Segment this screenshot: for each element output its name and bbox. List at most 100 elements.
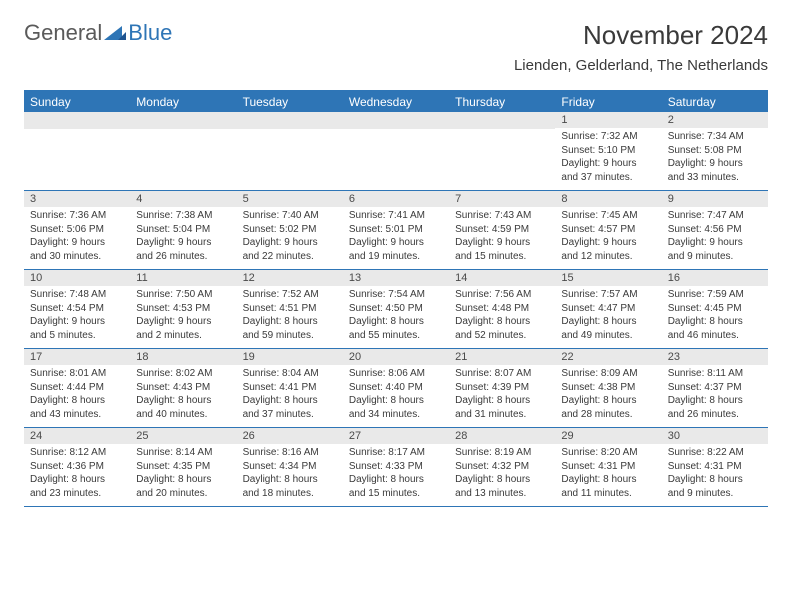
day-header-sat: Saturday [662,92,768,112]
day-sr: Sunrise: 7:57 AM [561,288,655,302]
day-number: 22 [555,349,661,365]
day-content: Sunrise: 8:19 AMSunset: 4:32 PMDaylight:… [449,444,555,502]
month-title: November 2024 [514,20,768,51]
day-content: Sunrise: 7:36 AMSunset: 5:06 PMDaylight:… [24,207,130,265]
day-dl: Daylight: 9 hours and 26 minutes. [136,236,230,263]
day-ss: Sunset: 4:47 PM [561,302,655,316]
title-block: November 2024 Lienden, Gelderland, The N… [514,20,768,74]
day-cell: 4Sunrise: 7:38 AMSunset: 5:04 PMDaylight… [130,191,236,269]
header: General Blue November 2024 Lienden, Geld… [0,0,792,82]
day-ss: Sunset: 4:43 PM [136,381,230,395]
day-cell: 9Sunrise: 7:47 AMSunset: 4:56 PMDaylight… [662,191,768,269]
day-ss: Sunset: 4:31 PM [561,460,655,474]
day-content: Sunrise: 8:06 AMSunset: 4:40 PMDaylight:… [343,365,449,423]
day-dl: Daylight: 8 hours and 23 minutes. [30,473,124,500]
logo: General Blue [24,20,172,46]
week-row: 17Sunrise: 8:01 AMSunset: 4:44 PMDayligh… [24,349,768,428]
day-cell: 18Sunrise: 8:02 AMSunset: 4:43 PMDayligh… [130,349,236,427]
day-dl: Daylight: 9 hours and 19 minutes. [349,236,443,263]
day-number [343,112,449,129]
day-number: 20 [343,349,449,365]
day-sr: Sunrise: 7:59 AM [668,288,762,302]
day-ss: Sunset: 4:32 PM [455,460,549,474]
day-dl: Daylight: 8 hours and 46 minutes. [668,315,762,342]
day-dl: Daylight: 9 hours and 9 minutes. [668,236,762,263]
day-cell [343,112,449,190]
day-sr: Sunrise: 8:01 AM [30,367,124,381]
weeks-container: 1Sunrise: 7:32 AMSunset: 5:10 PMDaylight… [24,112,768,507]
day-number [237,112,343,129]
day-number: 29 [555,428,661,444]
day-ss: Sunset: 4:57 PM [561,223,655,237]
day-number: 4 [130,191,236,207]
day-ss: Sunset: 4:56 PM [668,223,762,237]
day-dl: Daylight: 8 hours and 13 minutes. [455,473,549,500]
week-row: 10Sunrise: 7:48 AMSunset: 4:54 PMDayligh… [24,270,768,349]
day-cell: 6Sunrise: 7:41 AMSunset: 5:01 PMDaylight… [343,191,449,269]
day-dl: Daylight: 9 hours and 33 minutes. [668,157,762,184]
day-ss: Sunset: 5:01 PM [349,223,443,237]
day-number: 23 [662,349,768,365]
day-number: 15 [555,270,661,286]
day-content: Sunrise: 8:11 AMSunset: 4:37 PMDaylight:… [662,365,768,423]
day-cell: 10Sunrise: 7:48 AMSunset: 4:54 PMDayligh… [24,270,130,348]
day-sr: Sunrise: 7:43 AM [455,209,549,223]
day-number [449,112,555,129]
day-number: 12 [237,270,343,286]
day-sr: Sunrise: 7:34 AM [668,130,762,144]
day-dl: Daylight: 8 hours and 59 minutes. [243,315,337,342]
day-content: Sunrise: 7:38 AMSunset: 5:04 PMDaylight:… [130,207,236,265]
day-dl: Daylight: 9 hours and 2 minutes. [136,315,230,342]
day-number: 10 [24,270,130,286]
day-content: Sunrise: 8:16 AMSunset: 4:34 PMDaylight:… [237,444,343,502]
day-content: Sunrise: 8:02 AMSunset: 4:43 PMDaylight:… [130,365,236,423]
day-content: Sunrise: 7:34 AMSunset: 5:08 PMDaylight:… [662,128,768,186]
day-dl: Daylight: 8 hours and 52 minutes. [455,315,549,342]
day-content: Sunrise: 7:50 AMSunset: 4:53 PMDaylight:… [130,286,236,344]
day-dl: Daylight: 9 hours and 30 minutes. [30,236,124,263]
day-dl: Daylight: 8 hours and 26 minutes. [668,394,762,421]
day-cell: 24Sunrise: 8:12 AMSunset: 4:36 PMDayligh… [24,428,130,506]
day-content: Sunrise: 8:04 AMSunset: 4:41 PMDaylight:… [237,365,343,423]
day-header-thu: Thursday [449,92,555,112]
day-sr: Sunrise: 8:12 AM [30,446,124,460]
day-sr: Sunrise: 7:41 AM [349,209,443,223]
day-content: Sunrise: 8:12 AMSunset: 4:36 PMDaylight:… [24,444,130,502]
day-content: Sunrise: 7:45 AMSunset: 4:57 PMDaylight:… [555,207,661,265]
day-content: Sunrise: 8:01 AMSunset: 4:44 PMDaylight:… [24,365,130,423]
day-content: Sunrise: 7:32 AMSunset: 5:10 PMDaylight:… [555,128,661,186]
calendar: Sunday Monday Tuesday Wednesday Thursday… [24,90,768,507]
day-header-wed: Wednesday [343,92,449,112]
day-sr: Sunrise: 8:16 AM [243,446,337,460]
day-content: Sunrise: 7:47 AMSunset: 4:56 PMDaylight:… [662,207,768,265]
day-ss: Sunset: 4:37 PM [668,381,762,395]
day-ss: Sunset: 4:35 PM [136,460,230,474]
day-sr: Sunrise: 8:02 AM [136,367,230,381]
day-sr: Sunrise: 7:50 AM [136,288,230,302]
day-header-sun: Sunday [24,92,130,112]
day-number: 19 [237,349,343,365]
day-cell: 23Sunrise: 8:11 AMSunset: 4:37 PMDayligh… [662,349,768,427]
day-ss: Sunset: 4:48 PM [455,302,549,316]
day-ss: Sunset: 4:36 PM [30,460,124,474]
day-dl: Daylight: 8 hours and 43 minutes. [30,394,124,421]
day-number: 16 [662,270,768,286]
day-ss: Sunset: 4:51 PM [243,302,337,316]
day-content: Sunrise: 7:57 AMSunset: 4:47 PMDaylight:… [555,286,661,344]
day-sr: Sunrise: 8:14 AM [136,446,230,460]
day-ss: Sunset: 4:38 PM [561,381,655,395]
day-content: Sunrise: 7:52 AMSunset: 4:51 PMDaylight:… [237,286,343,344]
week-row: 24Sunrise: 8:12 AMSunset: 4:36 PMDayligh… [24,428,768,507]
day-number: 25 [130,428,236,444]
logo-text-blue: Blue [128,20,172,46]
day-number: 28 [449,428,555,444]
day-sr: Sunrise: 7:45 AM [561,209,655,223]
day-cell: 14Sunrise: 7:56 AMSunset: 4:48 PMDayligh… [449,270,555,348]
day-number: 8 [555,191,661,207]
day-sr: Sunrise: 7:54 AM [349,288,443,302]
day-cell [237,112,343,190]
day-header-row: Sunday Monday Tuesday Wednesday Thursday… [24,92,768,112]
day-number: 21 [449,349,555,365]
location-text: Lienden, Gelderland, The Netherlands [514,57,768,74]
day-sr: Sunrise: 7:52 AM [243,288,337,302]
